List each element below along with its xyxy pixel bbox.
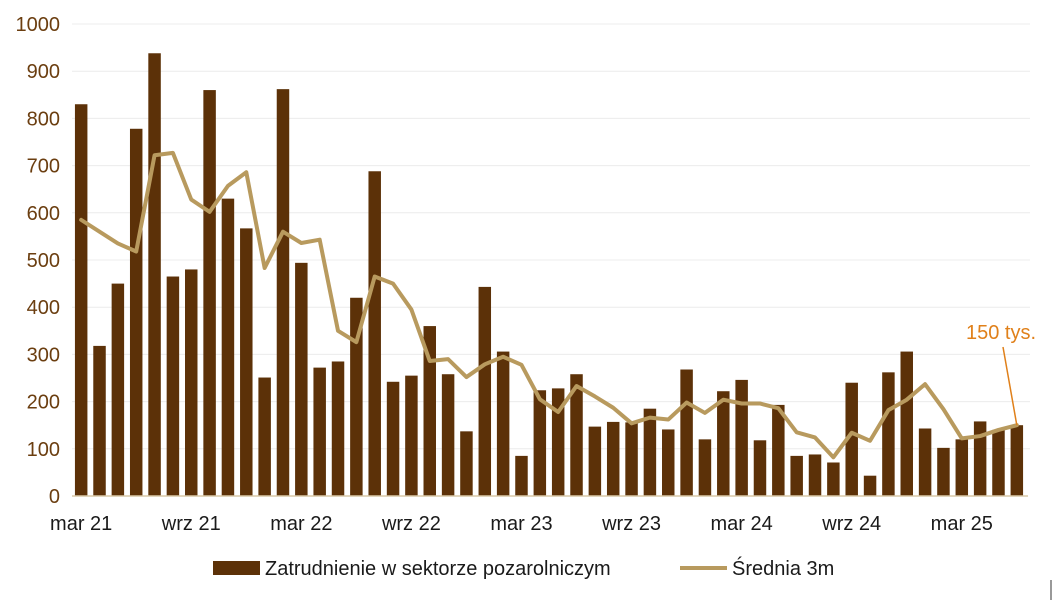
bar bbox=[607, 422, 619, 496]
y-tick-label: 1000 bbox=[16, 14, 61, 36]
bar bbox=[167, 277, 179, 496]
bar bbox=[534, 390, 546, 496]
bar-series bbox=[75, 53, 1023, 496]
bar bbox=[735, 380, 747, 496]
bar bbox=[460, 431, 472, 496]
y-tick-label: 0 bbox=[49, 486, 60, 508]
bar bbox=[754, 440, 766, 496]
bar bbox=[185, 269, 197, 496]
bar bbox=[442, 374, 454, 496]
y-tick-label: 300 bbox=[27, 344, 60, 366]
y-tick-label: 700 bbox=[27, 156, 60, 178]
bar bbox=[956, 439, 968, 496]
legend-bar-swatch bbox=[213, 561, 260, 575]
legend-line-label: Średnia 3m bbox=[732, 556, 834, 580]
bar bbox=[130, 129, 142, 496]
callout-label: 150 tys. bbox=[966, 322, 1036, 344]
bar bbox=[809, 454, 821, 496]
legend: Zatrudnienie w sektorze pozarolniczym Śr… bbox=[213, 556, 834, 580]
bar bbox=[1011, 425, 1023, 496]
bar bbox=[497, 352, 509, 496]
bar bbox=[662, 429, 674, 496]
bar bbox=[882, 372, 894, 496]
bar bbox=[148, 53, 160, 496]
bar bbox=[901, 352, 913, 496]
bar bbox=[680, 370, 692, 497]
bar bbox=[772, 405, 784, 496]
bar bbox=[699, 439, 711, 496]
x-tick-label: mar 24 bbox=[711, 513, 773, 535]
bar bbox=[93, 346, 105, 496]
x-tick-label: mar 21 bbox=[50, 513, 112, 535]
bar bbox=[387, 382, 399, 496]
x-tick-label: mar 23 bbox=[490, 513, 552, 535]
bar bbox=[919, 429, 931, 497]
y-tick-label: 200 bbox=[27, 392, 60, 414]
x-tick-label: wrz 21 bbox=[161, 513, 221, 535]
bar bbox=[589, 427, 601, 496]
y-tick-label: 600 bbox=[27, 203, 60, 225]
y-tick-label: 500 bbox=[27, 250, 60, 272]
x-axis-ticks: mar 21 wrz 21 mar 22 wrz 22 mar 23 wrz 23 mar … bbox=[50, 513, 993, 535]
average-line bbox=[81, 153, 1017, 457]
y-tick-label: 900 bbox=[27, 61, 60, 83]
bar bbox=[203, 90, 215, 496]
x-tick-label: mar 25 bbox=[931, 513, 993, 535]
bar bbox=[405, 376, 417, 496]
bar bbox=[277, 89, 289, 496]
legend-bar-label: Zatrudnienie w sektorze pozarolniczym bbox=[265, 558, 611, 580]
y-tick-label: 400 bbox=[27, 297, 60, 319]
callout-leader-line bbox=[1003, 347, 1017, 425]
bar bbox=[295, 263, 307, 496]
x-tick-label: wrz 23 bbox=[601, 513, 661, 535]
callout: 150 tys. bbox=[966, 322, 1036, 425]
bar bbox=[790, 456, 802, 496]
y-tick-label: 100 bbox=[27, 439, 60, 461]
bar bbox=[75, 104, 87, 496]
y-tick-label: 800 bbox=[27, 108, 60, 130]
bar bbox=[937, 448, 949, 496]
bar bbox=[313, 368, 325, 496]
bar bbox=[644, 409, 656, 496]
bar bbox=[479, 287, 491, 496]
bar bbox=[717, 391, 729, 496]
bar bbox=[332, 361, 344, 496]
bar bbox=[112, 284, 124, 496]
x-tick-label: wrz 24 bbox=[821, 513, 881, 535]
x-tick-label: mar 22 bbox=[270, 513, 332, 535]
x-tick-label: wrz 22 bbox=[381, 513, 441, 535]
average-line-series bbox=[81, 153, 1017, 458]
bar bbox=[864, 476, 876, 496]
bar bbox=[258, 378, 270, 496]
bar bbox=[515, 456, 527, 496]
bar bbox=[368, 171, 380, 496]
bar bbox=[992, 430, 1004, 496]
bar bbox=[222, 199, 234, 496]
bar bbox=[625, 422, 637, 496]
bar bbox=[827, 462, 839, 496]
bar bbox=[240, 228, 252, 496]
y-axis-ticks: 0 100 200 300 400 500 600 700 800 900 1000 bbox=[16, 14, 61, 508]
